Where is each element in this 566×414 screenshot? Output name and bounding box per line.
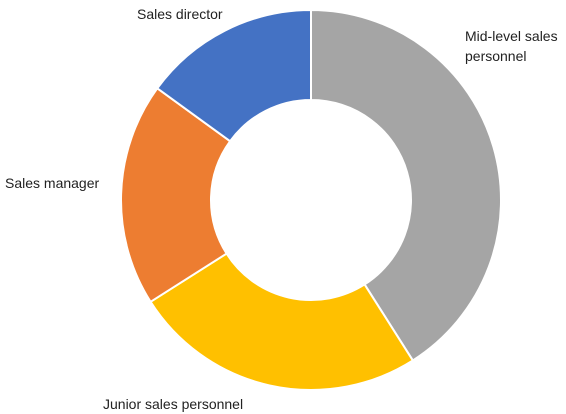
- slice-label: Sales director: [137, 6, 223, 22]
- donut-slice: [149, 252, 415, 391]
- slice-label: Sales manager: [5, 175, 100, 191]
- slice-label: Mid-level sales personnel: [465, 28, 558, 64]
- slice-label: Junior sales personnel: [103, 396, 244, 412]
- donut-slice: [120, 86, 232, 304]
- donut-slice: [310, 8, 502, 362]
- donut-slice: [155, 8, 312, 143]
